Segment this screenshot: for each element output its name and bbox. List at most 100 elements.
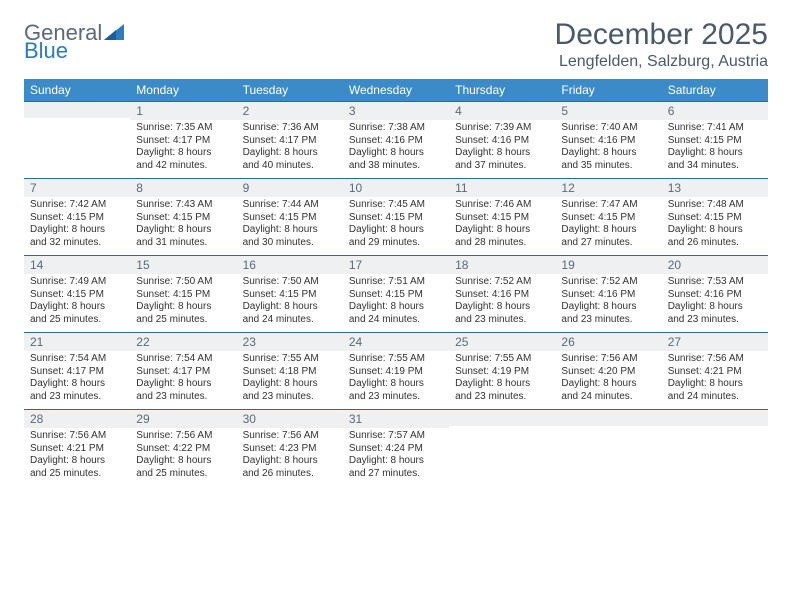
- dow-saturday: Saturday: [662, 79, 768, 101]
- sunset-text: Sunset: 4:16 PM: [349, 135, 443, 148]
- day-details: Sunrise: 7:52 AMSunset: 4:16 PMDaylight:…: [449, 274, 555, 332]
- daylight-text-2: and 26 minutes.: [668, 237, 762, 250]
- week-row: 7Sunrise: 7:42 AMSunset: 4:15 PMDaylight…: [24, 178, 768, 255]
- daylight-text-2: and 34 minutes.: [668, 160, 762, 173]
- day-cell: 9Sunrise: 7:44 AMSunset: 4:15 PMDaylight…: [237, 178, 343, 255]
- sunset-text: Sunset: 4:15 PM: [30, 289, 124, 302]
- daylight-text-1: Daylight: 8 hours: [243, 147, 337, 160]
- sunset-text: Sunset: 4:17 PM: [136, 366, 230, 379]
- daylight-text-2: and 23 minutes.: [30, 391, 124, 404]
- month-title: December 2025: [555, 18, 768, 51]
- sunrise-text: Sunrise: 7:43 AM: [136, 199, 230, 212]
- day-number: 6: [662, 101, 768, 120]
- day-number: 23: [237, 332, 343, 351]
- day-number: 26: [555, 332, 661, 351]
- daylight-text-2: and 25 minutes.: [136, 468, 230, 481]
- daylight-text-2: and 23 minutes.: [561, 314, 655, 327]
- sunrise-text: Sunrise: 7:39 AM: [455, 122, 549, 135]
- day-cell: 7Sunrise: 7:42 AMSunset: 4:15 PMDaylight…: [24, 178, 130, 255]
- dow-tuesday: Tuesday: [237, 79, 343, 101]
- day-details: Sunrise: 7:53 AMSunset: 4:16 PMDaylight:…: [662, 274, 768, 332]
- daylight-text-2: and 23 minutes.: [455, 391, 549, 404]
- day-cell: 10Sunrise: 7:45 AMSunset: 4:15 PMDayligh…: [343, 178, 449, 255]
- calendar-table: Sunday Monday Tuesday Wednesday Thursday…: [24, 79, 768, 486]
- daylight-text-1: Daylight: 8 hours: [136, 224, 230, 237]
- sunrise-text: Sunrise: 7:50 AM: [136, 276, 230, 289]
- sunrise-text: Sunrise: 7:35 AM: [136, 122, 230, 135]
- sunset-text: Sunset: 4:15 PM: [349, 212, 443, 225]
- day-number: 25: [449, 332, 555, 351]
- day-number: [662, 409, 768, 426]
- daylight-text-2: and 28 minutes.: [455, 237, 549, 250]
- day-details: Sunrise: 7:56 AMSunset: 4:22 PMDaylight:…: [130, 428, 236, 486]
- day-details: Sunrise: 7:43 AMSunset: 4:15 PMDaylight:…: [130, 197, 236, 255]
- daylight-text-2: and 23 minutes.: [136, 391, 230, 404]
- sunrise-text: Sunrise: 7:49 AM: [30, 276, 124, 289]
- week-row: 28Sunrise: 7:56 AMSunset: 4:21 PMDayligh…: [24, 409, 768, 486]
- day-number: 16: [237, 255, 343, 274]
- logo-text-block: General Blue: [24, 22, 124, 62]
- sunrise-text: Sunrise: 7:46 AM: [455, 199, 549, 212]
- daylight-text-2: and 23 minutes.: [455, 314, 549, 327]
- day-details: [24, 118, 130, 176]
- daylight-text-2: and 31 minutes.: [136, 237, 230, 250]
- sunrise-text: Sunrise: 7:48 AM: [668, 199, 762, 212]
- day-details: [449, 426, 555, 484]
- sunrise-text: Sunrise: 7:44 AM: [243, 199, 337, 212]
- day-number: 27: [662, 332, 768, 351]
- day-cell: 15Sunrise: 7:50 AMSunset: 4:15 PMDayligh…: [130, 255, 236, 332]
- day-cell: 6Sunrise: 7:41 AMSunset: 4:15 PMDaylight…: [662, 101, 768, 178]
- sunset-text: Sunset: 4:15 PM: [30, 212, 124, 225]
- day-number: 21: [24, 332, 130, 351]
- day-details: Sunrise: 7:39 AMSunset: 4:16 PMDaylight:…: [449, 120, 555, 178]
- day-cell: 18Sunrise: 7:52 AMSunset: 4:16 PMDayligh…: [449, 255, 555, 332]
- day-details: Sunrise: 7:47 AMSunset: 4:15 PMDaylight:…: [555, 197, 661, 255]
- daylight-text-1: Daylight: 8 hours: [136, 301, 230, 314]
- day-cell: 12Sunrise: 7:47 AMSunset: 4:15 PMDayligh…: [555, 178, 661, 255]
- dow-friday: Friday: [555, 79, 661, 101]
- sunset-text: Sunset: 4:21 PM: [668, 366, 762, 379]
- daylight-text-2: and 25 minutes.: [136, 314, 230, 327]
- week-row: 21Sunrise: 7:54 AMSunset: 4:17 PMDayligh…: [24, 332, 768, 409]
- day-details: Sunrise: 7:55 AMSunset: 4:19 PMDaylight:…: [343, 351, 449, 409]
- day-cell: 8Sunrise: 7:43 AMSunset: 4:15 PMDaylight…: [130, 178, 236, 255]
- header-row: General Blue December 2025 Lengfelden, S…: [24, 18, 768, 71]
- day-cell: 24Sunrise: 7:55 AMSunset: 4:19 PMDayligh…: [343, 332, 449, 409]
- daylight-text-2: and 24 minutes.: [668, 391, 762, 404]
- daylight-text-2: and 29 minutes.: [349, 237, 443, 250]
- day-details: Sunrise: 7:50 AMSunset: 4:15 PMDaylight:…: [130, 274, 236, 332]
- day-details: Sunrise: 7:45 AMSunset: 4:15 PMDaylight:…: [343, 197, 449, 255]
- daylight-text-1: Daylight: 8 hours: [136, 455, 230, 468]
- day-number: 2: [237, 101, 343, 120]
- day-details: [555, 426, 661, 484]
- sunrise-text: Sunrise: 7:57 AM: [349, 430, 443, 443]
- day-number: [24, 101, 130, 118]
- day-cell: 21Sunrise: 7:54 AMSunset: 4:17 PMDayligh…: [24, 332, 130, 409]
- daylight-text-2: and 23 minutes.: [349, 391, 443, 404]
- daylight-text-1: Daylight: 8 hours: [455, 301, 549, 314]
- location: Lengfelden, Salzburg, Austria: [555, 53, 768, 71]
- daylight-text-2: and 30 minutes.: [243, 237, 337, 250]
- day-number: 9: [237, 178, 343, 197]
- day-details: Sunrise: 7:51 AMSunset: 4:15 PMDaylight:…: [343, 274, 449, 332]
- sunset-text: Sunset: 4:19 PM: [349, 366, 443, 379]
- sunrise-text: Sunrise: 7:52 AM: [455, 276, 549, 289]
- day-cell: 27Sunrise: 7:56 AMSunset: 4:21 PMDayligh…: [662, 332, 768, 409]
- sunrise-text: Sunrise: 7:52 AM: [561, 276, 655, 289]
- day-cell: 22Sunrise: 7:54 AMSunset: 4:17 PMDayligh…: [130, 332, 236, 409]
- sunset-text: Sunset: 4:15 PM: [561, 212, 655, 225]
- day-cell: 25Sunrise: 7:55 AMSunset: 4:19 PMDayligh…: [449, 332, 555, 409]
- day-number: 5: [555, 101, 661, 120]
- daylight-text-1: Daylight: 8 hours: [30, 378, 124, 391]
- daylight-text-1: Daylight: 8 hours: [136, 378, 230, 391]
- daylight-text-1: Daylight: 8 hours: [455, 378, 549, 391]
- daylight-text-1: Daylight: 8 hours: [668, 301, 762, 314]
- sunrise-text: Sunrise: 7:42 AM: [30, 199, 124, 212]
- dow-wednesday: Wednesday: [343, 79, 449, 101]
- day-cell: 14Sunrise: 7:49 AMSunset: 4:15 PMDayligh…: [24, 255, 130, 332]
- day-cell: 3Sunrise: 7:38 AMSunset: 4:16 PMDaylight…: [343, 101, 449, 178]
- sunrise-text: Sunrise: 7:56 AM: [136, 430, 230, 443]
- daylight-text-2: and 37 minutes.: [455, 160, 549, 173]
- sunset-text: Sunset: 4:16 PM: [668, 289, 762, 302]
- sunrise-text: Sunrise: 7:51 AM: [349, 276, 443, 289]
